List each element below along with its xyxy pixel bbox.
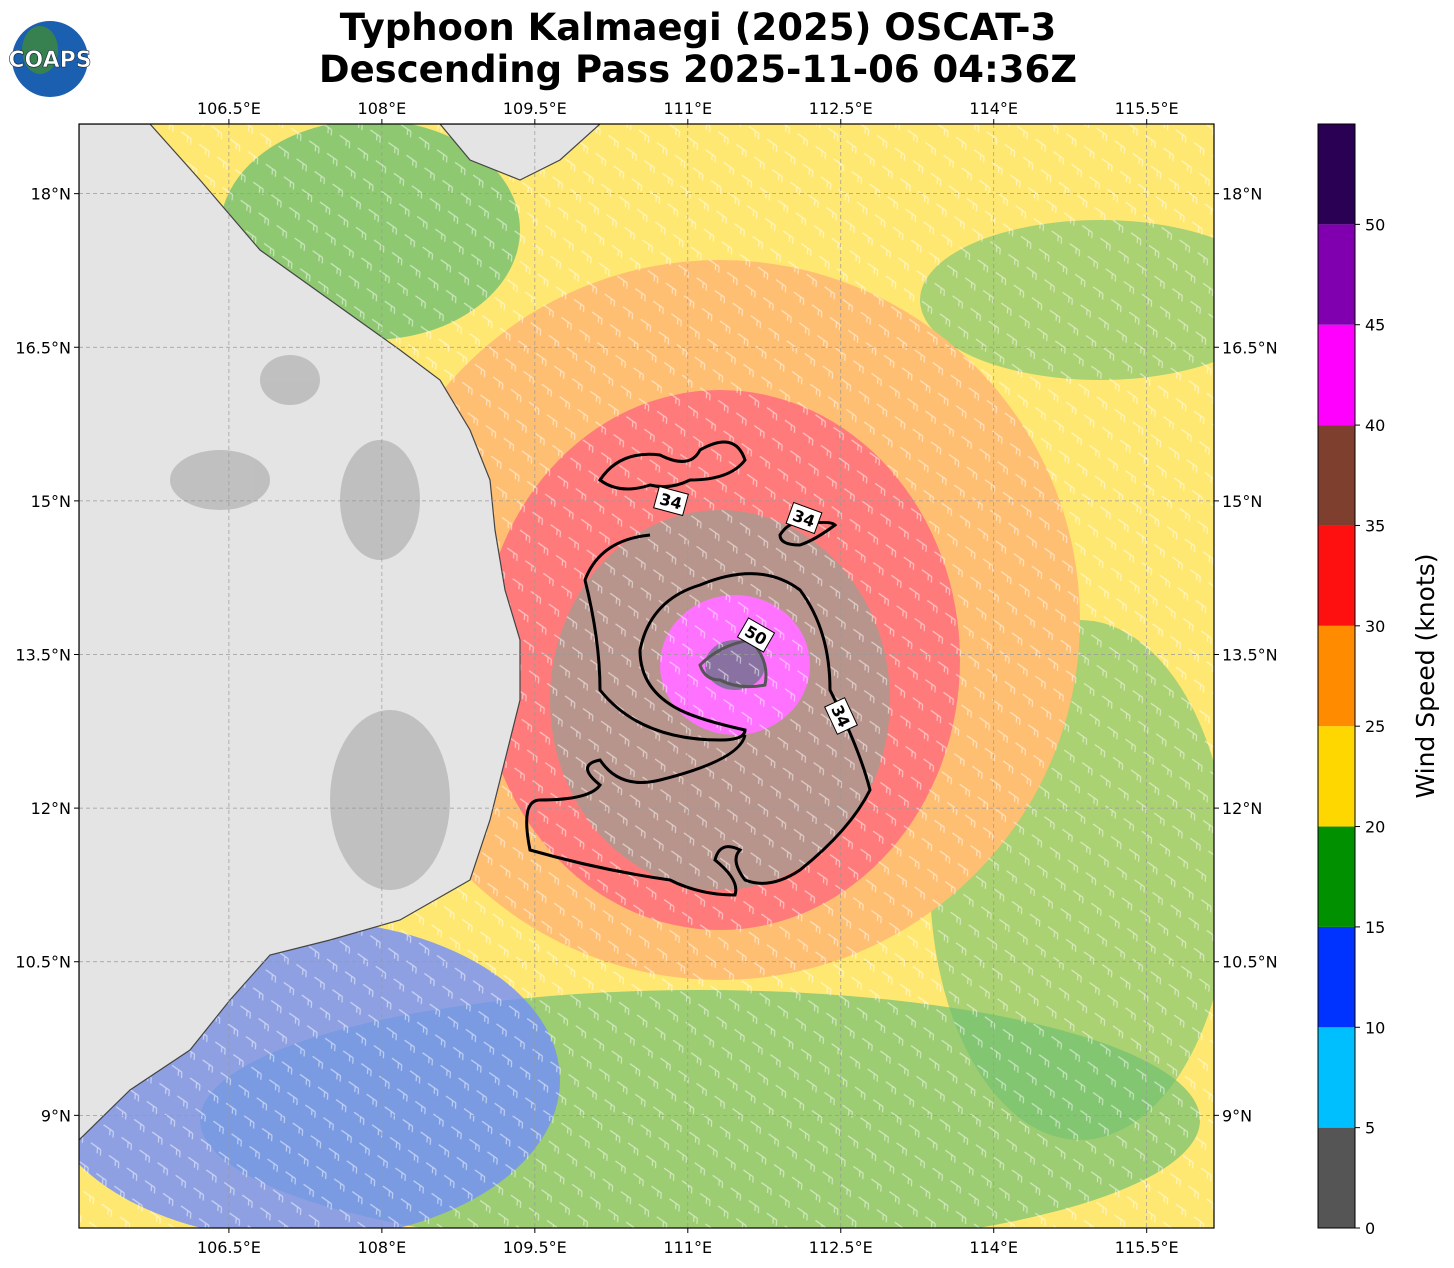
- land: [79, 124, 521, 1141]
- grid: [79, 124, 1214, 1228]
- title-line: Descending Pass 2025-11-06 04:36Z: [319, 48, 1077, 91]
- colorbar-tick-label: 50: [1365, 215, 1385, 234]
- colorbar-tick-label: 45: [1365, 316, 1385, 335]
- y-tick-label: 9°N: [1222, 1106, 1252, 1125]
- x-tick-label: 109.5°E: [503, 1238, 567, 1257]
- colorbar-segment: [1318, 124, 1355, 225]
- ticks: 106.5°E 106.5°E 108°E 108°E 109.5°E 109.5°E 11…: [15, 99, 1277, 1257]
- y-tick-label: 15°N: [31, 492, 71, 511]
- y-tick-label: 10.5°N: [1222, 953, 1278, 972]
- colorbar-segment: [1318, 224, 1355, 325]
- colorbar-segment: [1318, 826, 1355, 927]
- colorbar: 0 5 10 15 20 25 30 35 40 45 50 Wind Speed (knots): [1317, 123, 1440, 1238]
- x-tick-label: 114°E: [969, 1238, 1018, 1257]
- y-tick-label: 12°N: [1222, 799, 1262, 818]
- colorbar-tick-label: 25: [1365, 717, 1385, 736]
- y-tick-label: 13.5°N: [1222, 645, 1278, 664]
- x-tick-label: 114°E: [969, 99, 1018, 118]
- logo: COAPS: [8, 21, 92, 97]
- logo-text: COAPS: [8, 48, 91, 73]
- x-tick-label: 108°E: [358, 99, 407, 118]
- y-tick-label: 18°N: [31, 185, 71, 204]
- map-frame: [78, 123, 1215, 1229]
- terrain: [170, 355, 450, 890]
- x-tick-label: 106.5°E: [197, 1238, 261, 1257]
- colorbar-tick-label: 15: [1365, 918, 1385, 937]
- colorbar-segment: [1318, 1127, 1355, 1228]
- colorbar-segment: [1318, 324, 1355, 426]
- x-tick-label: 115.5°E: [1115, 1238, 1179, 1257]
- y-tick-label: 10.5°N: [15, 953, 71, 972]
- x-tick-label: 111°E: [663, 99, 712, 118]
- colorbar-segment: [1318, 625, 1355, 727]
- y-tick-label: 13.5°N: [15, 645, 71, 664]
- contour-labels: 34 34 34 50: [653, 485, 858, 735]
- colorbar-tick-label: 0: [1365, 1219, 1375, 1238]
- colorbar-segment: [1318, 425, 1355, 526]
- x-tick-label: 109.5°E: [503, 99, 567, 118]
- colorbar-segment: [1318, 525, 1355, 626]
- x-tick-label: 112.5°E: [809, 99, 873, 118]
- x-tick-label: 115.5°E: [1115, 99, 1179, 118]
- contour-50: [698, 638, 768, 689]
- colorbar-segment: [1318, 926, 1355, 1028]
- land: [439, 124, 601, 181]
- colorbar-segment: [1318, 726, 1355, 827]
- y-tick-label: 18°N: [1222, 185, 1262, 204]
- colorbar-tick-label: 20: [1365, 818, 1385, 837]
- colorbar-tick-label: 30: [1365, 617, 1385, 636]
- colorbar-tick-label: 10: [1365, 1018, 1385, 1037]
- y-tick-label: 15°N: [1222, 492, 1262, 511]
- x-tick-label: 112.5°E: [809, 1238, 873, 1257]
- colorbar-tick-label: 35: [1365, 516, 1385, 535]
- y-tick-label: 16.5°N: [15, 338, 71, 357]
- colorbar-frame: [1317, 123, 1356, 1229]
- colorbar-segment: [1318, 1027, 1355, 1128]
- x-tick-label: 111°E: [663, 1238, 712, 1257]
- x-tick-label: 108°E: [358, 1238, 407, 1257]
- y-tick-label: 16.5°N: [1222, 338, 1278, 357]
- x-tick-label: 106.5°E: [197, 99, 261, 118]
- colorbar-tick-label: 5: [1365, 1119, 1375, 1138]
- title-line: Typhoon Kalmaegi (2025) OSCAT-3: [340, 6, 1056, 49]
- y-tick-label: 12°N: [31, 799, 71, 818]
- y-tick-label: 9°N: [41, 1106, 71, 1125]
- map-area: 34 34 34 50: [79, 124, 1214, 1228]
- colorbar-label: Wind Speed (knots): [1411, 553, 1440, 798]
- colorbar-tick-label: 40: [1365, 416, 1385, 435]
